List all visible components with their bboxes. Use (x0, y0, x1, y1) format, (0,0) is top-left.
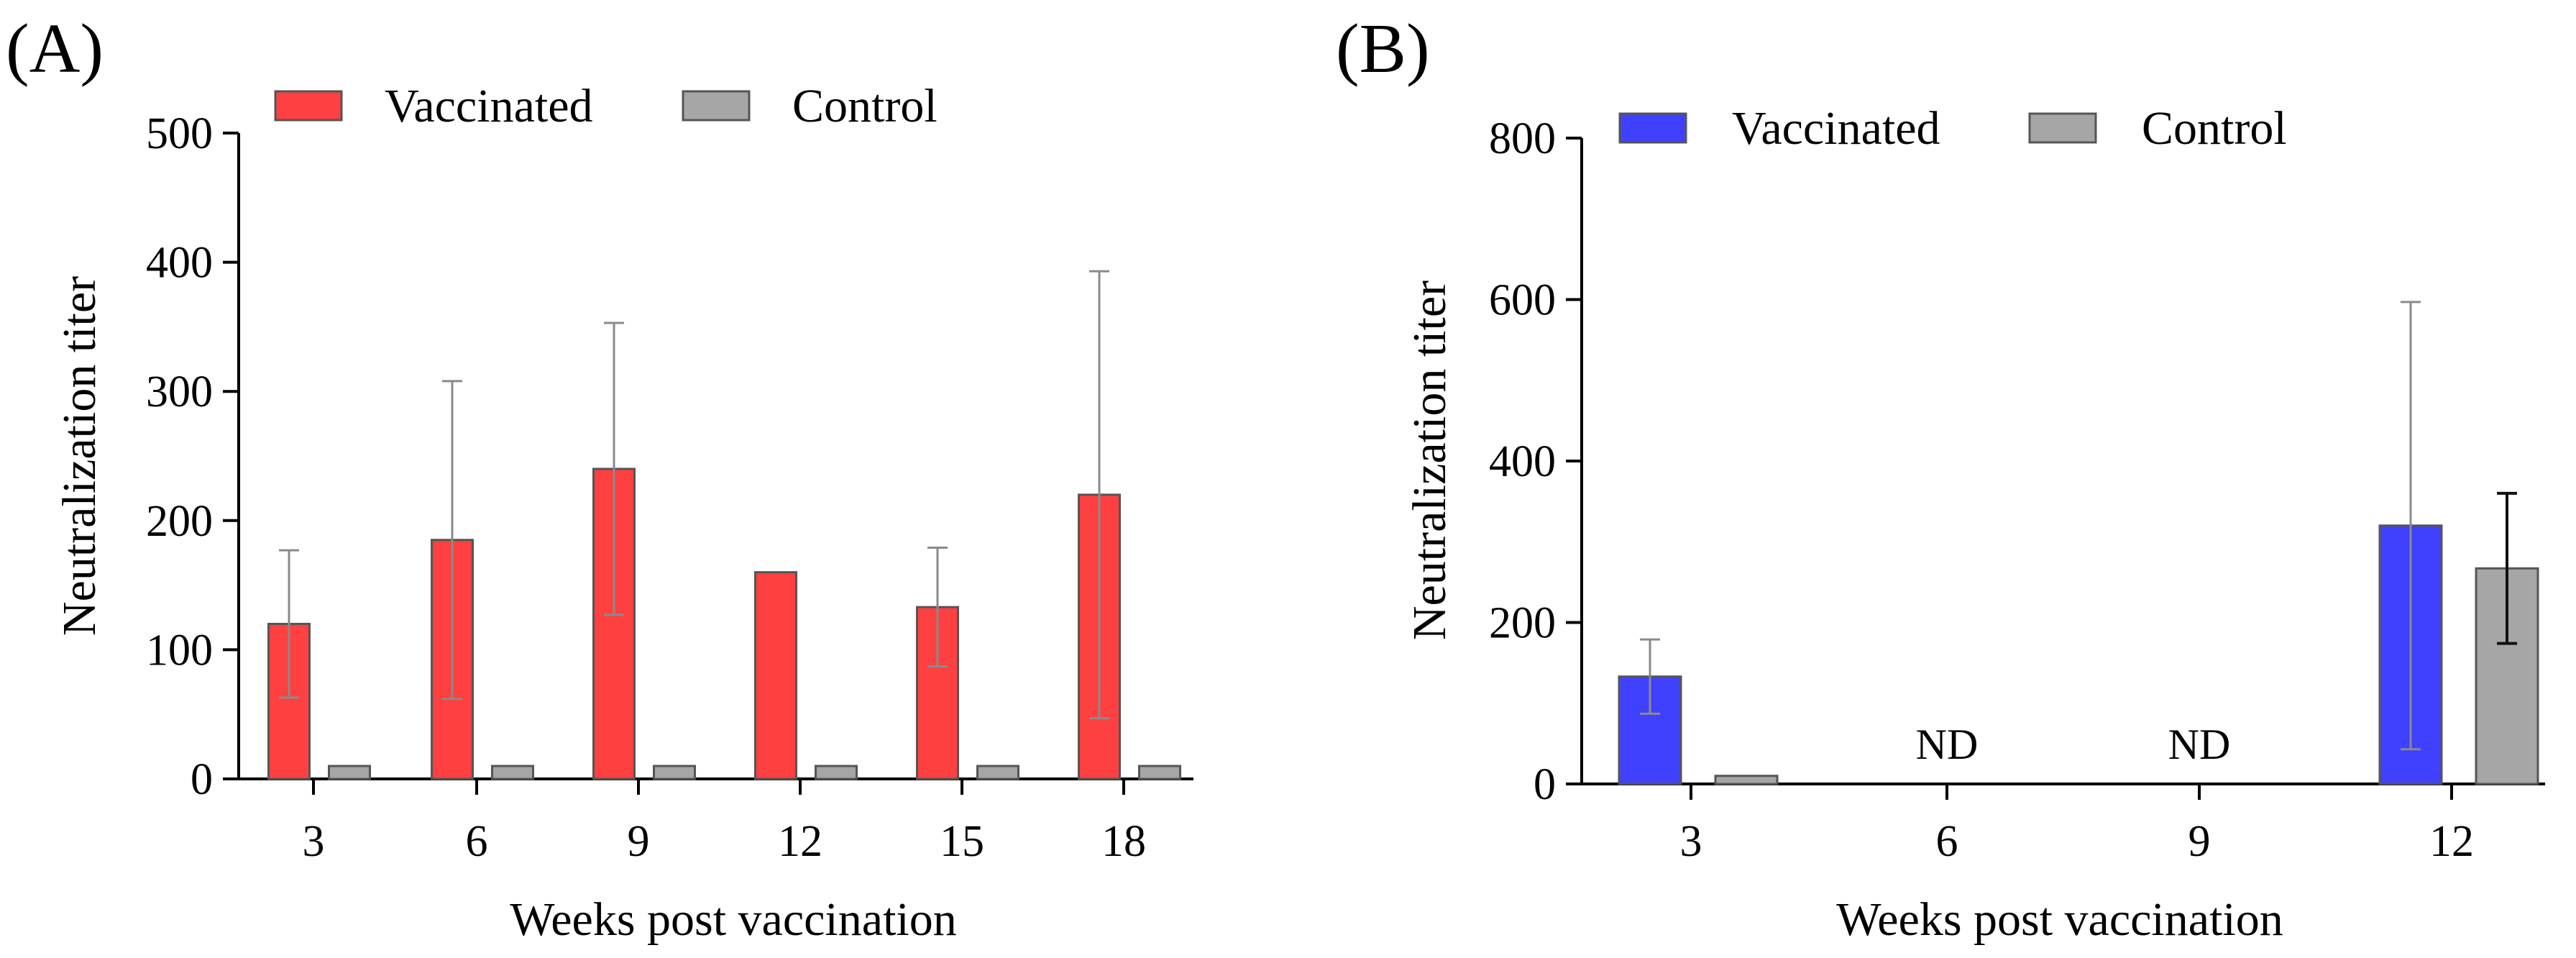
panel-b-chart: (B) 0 200 400 600 800 3 6 9 12 ND ND Vaccinated Contr… (1336, 10, 2545, 946)
b-panel-label: (B) (1336, 10, 1430, 88)
a-y-tick-label: 200 (146, 497, 213, 546)
a-y-tick-label: 300 (146, 368, 213, 416)
a-legend-label-control: Control (792, 80, 938, 132)
b-y-tick-label: 200 (1489, 599, 1556, 648)
b-x-tick-label: 9 (2188, 817, 2211, 866)
a-x-tick-label: 6 (466, 817, 488, 866)
panel-a-chart: (A) 0 100 200 300 400 500 3 6 9 12 15 18 Vaccinated Co… (6, 10, 1193, 946)
a-legend-label-vaccinated: Vaccinated (385, 80, 593, 132)
a-x-axis-title: Weeks post vaccination (510, 893, 957, 946)
a-bar-control-15 (976, 765, 1019, 780)
b-y-tick-label: 400 (1489, 437, 1556, 486)
a-y-axis-title: Neutralization titer (53, 276, 106, 636)
a-bar-vaccinated-12 (754, 571, 797, 780)
a-bar-control-9 (653, 765, 696, 780)
a-y-tick-label: 500 (146, 109, 213, 158)
b-y-axis-title: Neutralization titer (1403, 280, 1456, 640)
a-x-tick-label: 9 (628, 817, 650, 866)
a-x-tick-label: 3 (303, 817, 325, 866)
a-legend-swatch-vaccinated (274, 90, 343, 122)
a-y-tick-label: 400 (146, 239, 213, 288)
b-nd-label: ND (2168, 721, 2231, 768)
a-x-tick-label: 18 (1101, 817, 1146, 866)
b-x-tick-label: 3 (1680, 817, 1702, 866)
a-x-tick-label: 15 (940, 817, 984, 866)
a-legend-swatch-control (682, 90, 751, 122)
a-x-tick-label: 12 (778, 817, 822, 866)
a-bar-control-3 (328, 765, 371, 780)
b-y-tick-label: 0 (1534, 760, 1556, 809)
b-y-tick-label: 800 (1489, 114, 1556, 163)
b-legend-label-vaccinated: Vaccinated (1732, 102, 1940, 155)
a-bar-control-12 (815, 765, 858, 780)
b-legend-label-control: Control (2142, 102, 2287, 155)
a-bar-control-18 (1138, 765, 1181, 780)
b-y-tick-label: 600 (1489, 276, 1556, 325)
a-bar-vaccinated-3 (267, 622, 311, 780)
b-legend-swatch-control (2028, 112, 2097, 144)
b-x-tick-label: 6 (1936, 817, 1958, 866)
a-bar-control-6 (491, 765, 534, 780)
a-y-tick-label: 0 (191, 755, 213, 804)
a-panel-label: (A) (6, 10, 104, 88)
b-legend-swatch-vaccinated (1618, 112, 1687, 144)
b-nd-label: ND (1916, 721, 1979, 768)
b-bar-control-3 (1714, 775, 1779, 785)
a-y-tick-label: 100 (146, 626, 213, 675)
b-x-tick-label: 12 (2429, 817, 2474, 866)
b-x-axis-title: Weeks post vaccination (1836, 893, 2283, 946)
